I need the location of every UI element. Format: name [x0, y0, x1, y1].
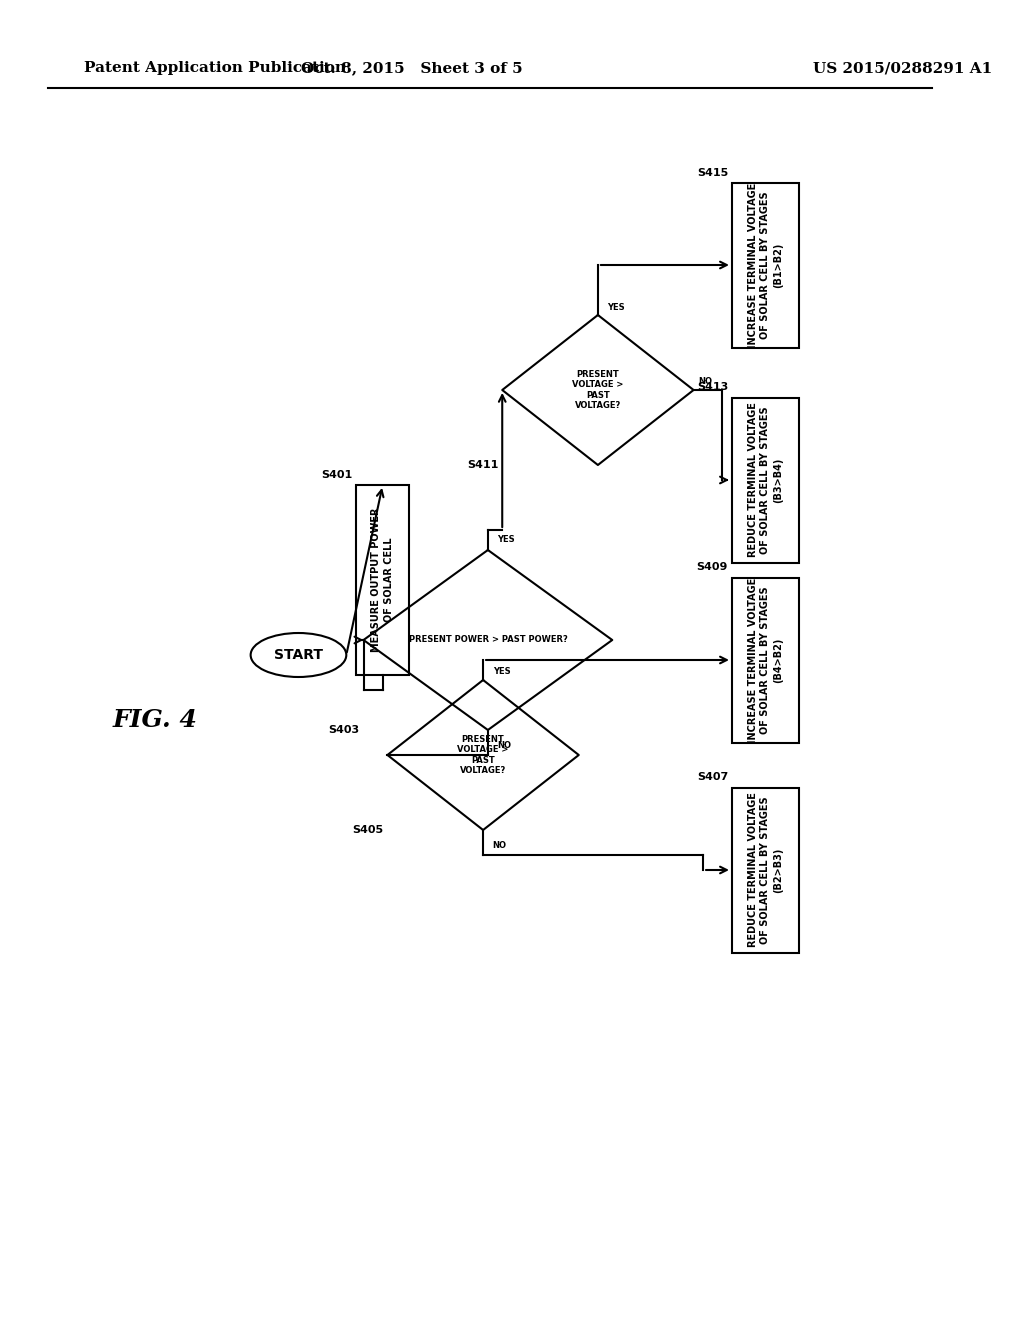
Text: YES: YES — [498, 536, 515, 544]
Text: NO: NO — [493, 841, 507, 850]
Text: NO: NO — [698, 378, 713, 387]
Text: YES: YES — [493, 668, 510, 676]
Text: US 2015/0288291 A1: US 2015/0288291 A1 — [813, 61, 992, 75]
Text: YES: YES — [607, 302, 625, 312]
Text: FIG. 4: FIG. 4 — [113, 708, 198, 733]
Text: INCREASE TERMINAL VOLTAGE
OF SOLAR CELL BY STAGES
(B4>B2): INCREASE TERMINAL VOLTAGE OF SOLAR CELL … — [748, 577, 782, 743]
Text: INCREASE TERMINAL VOLTAGE
OF SOLAR CELL BY STAGES
(B1>B2): INCREASE TERMINAL VOLTAGE OF SOLAR CELL … — [748, 182, 782, 347]
Text: MEASURE OUTPUT POWER
OF SOLAR CELL: MEASURE OUTPUT POWER OF SOLAR CELL — [372, 508, 394, 652]
Text: S407: S407 — [696, 772, 728, 783]
Bar — [732, 578, 799, 742]
Bar — [356, 484, 409, 675]
Bar — [732, 397, 799, 562]
Text: REDUCE TERMINAL VOLTAGE
OF SOLAR CELL BY STAGES
(B3>B4): REDUCE TERMINAL VOLTAGE OF SOLAR CELL BY… — [748, 403, 782, 557]
Text: S403: S403 — [329, 725, 359, 735]
Text: PRESENT POWER > PAST POWER?: PRESENT POWER > PAST POWER? — [409, 635, 567, 644]
Text: START: START — [274, 648, 323, 663]
Text: Patent Application Publication: Patent Application Publication — [84, 61, 346, 75]
Text: PRESENT
VOLTAGE >
PAST
VOLTAGE?: PRESENT VOLTAGE > PAST VOLTAGE? — [572, 370, 624, 411]
Bar — [732, 788, 799, 953]
Text: NO: NO — [498, 741, 511, 750]
Text: PRESENT
VOLTAGE >
PAST
VOLTAGE?: PRESENT VOLTAGE > PAST VOLTAGE? — [458, 735, 509, 775]
Text: S413: S413 — [696, 383, 728, 392]
Text: S405: S405 — [352, 825, 384, 836]
Text: REDUCE TERMINAL VOLTAGE
OF SOLAR CELL BY STAGES
(B2>B3): REDUCE TERMINAL VOLTAGE OF SOLAR CELL BY… — [748, 792, 782, 948]
Text: Oct. 8, 2015   Sheet 3 of 5: Oct. 8, 2015 Sheet 3 of 5 — [300, 61, 522, 75]
Text: S411: S411 — [467, 459, 499, 470]
Text: S401: S401 — [322, 470, 352, 480]
Bar — [732, 182, 799, 347]
Text: S409: S409 — [696, 562, 728, 573]
Text: S415: S415 — [696, 168, 728, 177]
